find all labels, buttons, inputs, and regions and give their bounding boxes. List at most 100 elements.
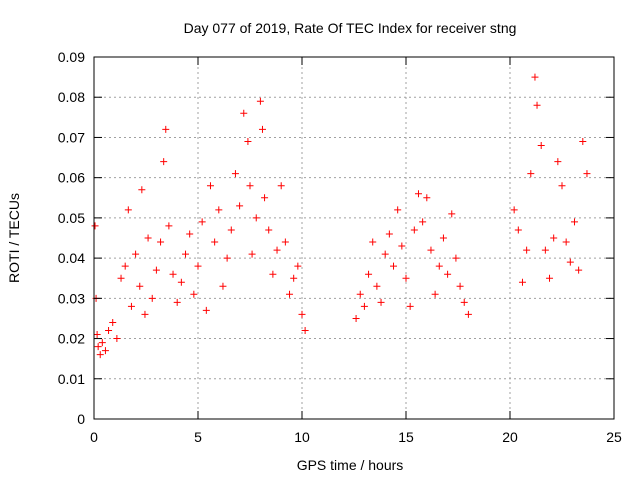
data-point: [177, 278, 185, 286]
data-point: [410, 226, 418, 234]
data-point: [298, 310, 306, 318]
data-point: [448, 210, 456, 218]
data-point: [558, 182, 566, 190]
data-point: [258, 125, 266, 133]
data-point: [124, 206, 132, 214]
data-point: [286, 290, 294, 298]
data-point: [269, 270, 277, 278]
data-point: [402, 274, 410, 282]
data-point: [527, 170, 535, 178]
data-point: [256, 97, 264, 105]
data-point: [194, 262, 202, 270]
data-point: [575, 266, 583, 274]
data-point: [273, 246, 281, 254]
y-tick-label: 0.06: [58, 170, 85, 186]
data-point: [398, 242, 406, 250]
data-point: [113, 335, 121, 343]
y-tick-label: 0.01: [58, 371, 85, 387]
data-point: [219, 282, 227, 290]
data-point: [373, 282, 381, 290]
data-point: [182, 250, 190, 258]
data-point: [105, 327, 113, 335]
data-point: [132, 250, 140, 258]
data-point: [127, 302, 135, 310]
data-point: [96, 351, 104, 359]
data-point: [162, 125, 170, 133]
data-point: [301, 327, 309, 335]
data-point: [98, 339, 106, 347]
data-point: [365, 270, 373, 278]
data-point: [537, 141, 545, 149]
gridlines: [94, 57, 614, 419]
data-point: [91, 222, 99, 230]
data-point: [190, 290, 198, 298]
data-point: [546, 274, 554, 282]
data-point: [435, 262, 443, 270]
data-point: [439, 234, 447, 242]
data-point: [93, 331, 101, 339]
data-point: [148, 294, 156, 302]
data-point: [121, 262, 129, 270]
data-point: [533, 101, 541, 109]
data-point: [169, 270, 177, 278]
data-point: [406, 302, 414, 310]
data-point: [419, 218, 427, 226]
data-point: [570, 218, 578, 226]
data-point: [452, 254, 460, 262]
data-point: [138, 186, 146, 194]
data-point: [510, 206, 518, 214]
data-point: [202, 306, 210, 314]
data-point: [290, 274, 298, 282]
data-point: [117, 274, 125, 282]
data-point: [281, 238, 289, 246]
data-point: [360, 302, 368, 310]
y-axis-label: ROTI / TECUs: [6, 193, 22, 283]
x-axis-label: GPS time / hours: [297, 457, 404, 473]
x-tick-label: 20: [502, 429, 518, 445]
data-point: [356, 290, 364, 298]
data-point: [173, 298, 181, 306]
data-point: [211, 238, 219, 246]
data-point: [514, 226, 522, 234]
data-point: [246, 182, 254, 190]
data-point: [265, 226, 273, 234]
data-point: [261, 194, 269, 202]
data-point: [101, 347, 109, 355]
data-point: [244, 137, 252, 145]
data-point: [160, 158, 168, 166]
data-point: [423, 194, 431, 202]
data-point: [198, 218, 206, 226]
data-point: [248, 250, 256, 258]
data-point: [414, 190, 422, 198]
y-tick-label: 0.03: [58, 290, 85, 306]
data-point: [390, 262, 398, 270]
y-tick-label: 0.09: [58, 49, 85, 65]
data-point: [541, 246, 549, 254]
data-point: [444, 270, 452, 278]
data-point: [523, 246, 531, 254]
data-point: [94, 343, 102, 351]
data-point: [141, 310, 149, 318]
data-point: [277, 182, 285, 190]
data-point: [385, 230, 393, 238]
data-point: [550, 234, 558, 242]
data-point: [109, 318, 117, 326]
y-tick-label: 0.04: [58, 250, 85, 266]
data-point: [464, 310, 472, 318]
plot-border: [93, 56, 615, 420]
data-point: [518, 278, 526, 286]
y-tick-label: 0.05: [58, 210, 85, 226]
data-point: [240, 109, 248, 117]
data-point: [369, 238, 377, 246]
data-point: [554, 158, 562, 166]
y-tick-label: 0: [77, 411, 85, 427]
data-point: [144, 234, 152, 242]
scatter-points: [91, 73, 591, 359]
x-tick-label: 5: [194, 429, 202, 445]
data-point: [215, 206, 223, 214]
axis-ticks: 0 0.01 0.02 0.03 0.04 0.05 0.06 0.07 0.08 0.09 0 5 1…: [58, 49, 622, 445]
x-tick-label: 25: [606, 429, 622, 445]
y-tick-label: 0.08: [58, 89, 85, 105]
x-tick-label: 0: [90, 429, 98, 445]
